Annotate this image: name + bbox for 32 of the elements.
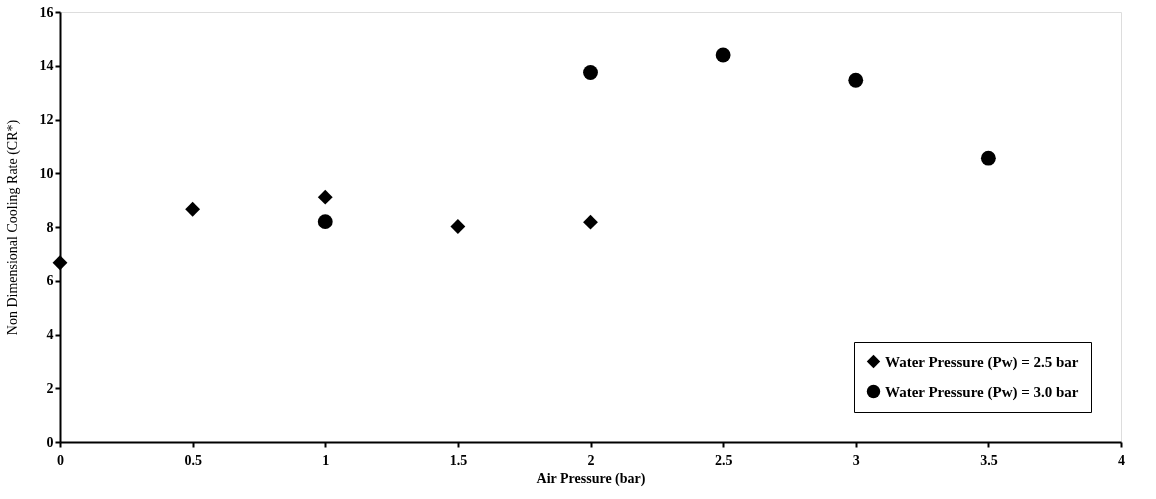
legend-label: Water Pressure (Pw) = 3.0 bar xyxy=(885,383,1079,401)
point xyxy=(185,201,201,217)
x-axis-title: Air Pressure (bar) xyxy=(536,470,646,487)
y-axis-title: Non Dimensional Cooling Rate (CR*) xyxy=(4,119,21,336)
point xyxy=(715,47,731,63)
point xyxy=(450,219,466,234)
point xyxy=(583,214,598,230)
y-tick-label: 4 xyxy=(46,327,54,342)
y-tick-label: 16 xyxy=(39,4,54,20)
x-tick-label: 2.5 xyxy=(714,452,733,468)
x-tick-label: 4 xyxy=(1118,452,1125,468)
y-tick-label: 14 xyxy=(39,58,54,74)
point xyxy=(583,65,598,80)
x-tick-label: 3.5 xyxy=(980,452,998,468)
y-tick-label: 0 xyxy=(46,434,54,450)
y-tick-label: 12 xyxy=(39,112,54,127)
point xyxy=(848,72,864,88)
point xyxy=(317,189,333,205)
y-tick-label: 2 xyxy=(46,380,54,396)
point xyxy=(52,255,68,271)
x-tick-label: 1.5 xyxy=(449,452,468,468)
legend-label: Water Pressure (Pw) = 2.5 bar xyxy=(885,353,1079,371)
x-tick-label: 0.5 xyxy=(184,452,202,468)
x-tick-label: 1 xyxy=(322,452,330,468)
x-tick-label: 3 xyxy=(852,452,860,468)
point xyxy=(980,150,996,166)
x-tick-label: 2 xyxy=(587,452,595,468)
y-tick-label: 8 xyxy=(46,219,54,235)
y-tick-label: 10 xyxy=(39,165,54,181)
point xyxy=(317,214,333,230)
y-tick-label: 6 xyxy=(46,273,54,289)
x-tick-label: 0 xyxy=(57,452,64,468)
